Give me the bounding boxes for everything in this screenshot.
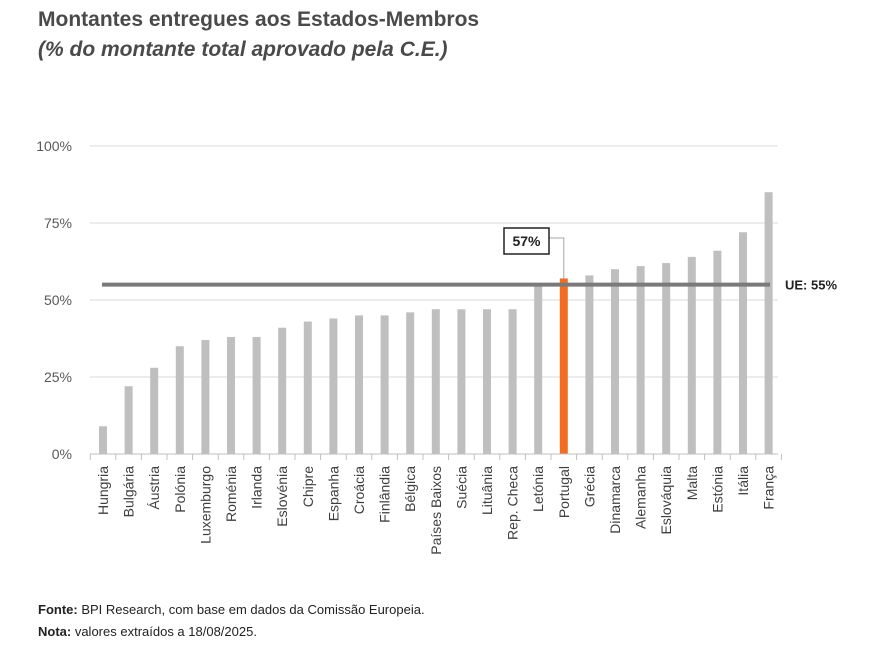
bar bbox=[227, 336, 235, 454]
callout-connector bbox=[549, 237, 565, 279]
x-tick-label: Bulgária bbox=[121, 466, 137, 518]
bar bbox=[559, 278, 568, 454]
callout-box bbox=[503, 227, 550, 255]
bar bbox=[739, 232, 747, 454]
x-tick-label: Luxemburgo bbox=[197, 466, 213, 544]
x-tick-label: Roménia bbox=[223, 466, 239, 522]
x-tick-label: Chipre bbox=[300, 466, 316, 507]
x-tick-label: Finlândia bbox=[377, 466, 393, 523]
x-tick-label: Portugal bbox=[556, 466, 572, 518]
x-tick-label: Letónia bbox=[530, 466, 546, 512]
bar bbox=[764, 192, 773, 454]
y-tick-label: 0% bbox=[52, 446, 72, 462]
source-text: BPI Research, com base em dados da Comis… bbox=[77, 602, 425, 617]
x-tick-label: Áustria bbox=[146, 466, 162, 510]
date-note: Nota: valores extraídos a 18/08/2025. bbox=[38, 624, 257, 639]
bar bbox=[380, 315, 389, 454]
chart-subtitle: (% do montante total aprovado pela C.E.) bbox=[38, 38, 448, 61]
bar bbox=[303, 321, 312, 454]
x-tick-label: Suécia bbox=[453, 466, 469, 509]
x-tick-label: Eslovénia bbox=[274, 466, 290, 527]
x-tick-label: Grécia bbox=[581, 466, 597, 507]
x-tick-label: Hungria bbox=[95, 466, 111, 515]
y-tick-label: 50% bbox=[44, 292, 72, 308]
bar bbox=[611, 269, 619, 454]
bar bbox=[457, 309, 466, 454]
source-label: Fonte: bbox=[38, 602, 78, 617]
note-label: Nota: bbox=[38, 624, 72, 639]
x-tick-label: Croácia bbox=[351, 466, 367, 514]
bar-chart: 0% 25% 50% 75% 100% Hungria Bulgária Áustria Pol… bbox=[36, 138, 837, 555]
bar bbox=[150, 367, 159, 454]
bar bbox=[175, 346, 184, 454]
bar bbox=[662, 263, 671, 454]
bar bbox=[585, 275, 594, 454]
chart-title: Montantes entregues aos Estados-Membros bbox=[38, 8, 480, 31]
x-tick-label: Rep. Checa bbox=[505, 466, 521, 540]
bar bbox=[534, 284, 543, 454]
x-tick-label: Países Baixos bbox=[428, 466, 444, 555]
bar bbox=[687, 256, 696, 454]
y-tick-label: 25% bbox=[44, 369, 72, 385]
source-note: Fonte: BPI Research, com base em dados d… bbox=[38, 602, 425, 617]
x-tick-label: Bélgica bbox=[402, 466, 418, 512]
eu-average-label: UE: 55% bbox=[785, 278, 837, 293]
x-tick-label: Estónia bbox=[709, 466, 725, 513]
bar bbox=[278, 327, 287, 454]
x-tick-label: Irlanda bbox=[249, 466, 265, 509]
note-text: valores extraídos a 18/08/2025. bbox=[71, 624, 257, 639]
bar bbox=[124, 386, 133, 454]
x-tick-label: Polónia bbox=[172, 466, 188, 513]
bar bbox=[713, 250, 722, 454]
bar bbox=[406, 312, 415, 454]
bar bbox=[329, 318, 338, 454]
bar bbox=[355, 315, 363, 454]
bar bbox=[252, 336, 261, 454]
x-tick-label: Eslováquia bbox=[658, 466, 674, 535]
bar bbox=[636, 266, 645, 454]
x-tick-label: Itália bbox=[735, 466, 751, 496]
bar bbox=[508, 309, 517, 454]
x-tick-label: Malta bbox=[684, 466, 700, 500]
y-tick-label: 100% bbox=[36, 138, 72, 154]
x-tick-label: Lituânia bbox=[479, 466, 495, 515]
y-tick-label: 75% bbox=[44, 215, 72, 231]
x-tick-label: França bbox=[761, 466, 777, 510]
x-tick-label: Espanha bbox=[325, 466, 341, 521]
x-tick-label: Alemanha bbox=[633, 466, 649, 529]
bar bbox=[483, 309, 491, 454]
x-tick-label: Dinamarca bbox=[607, 466, 623, 534]
bar bbox=[99, 426, 107, 454]
highlight-value-label: 57% bbox=[512, 233, 541, 249]
bar bbox=[201, 340, 210, 454]
bar bbox=[431, 309, 440, 454]
